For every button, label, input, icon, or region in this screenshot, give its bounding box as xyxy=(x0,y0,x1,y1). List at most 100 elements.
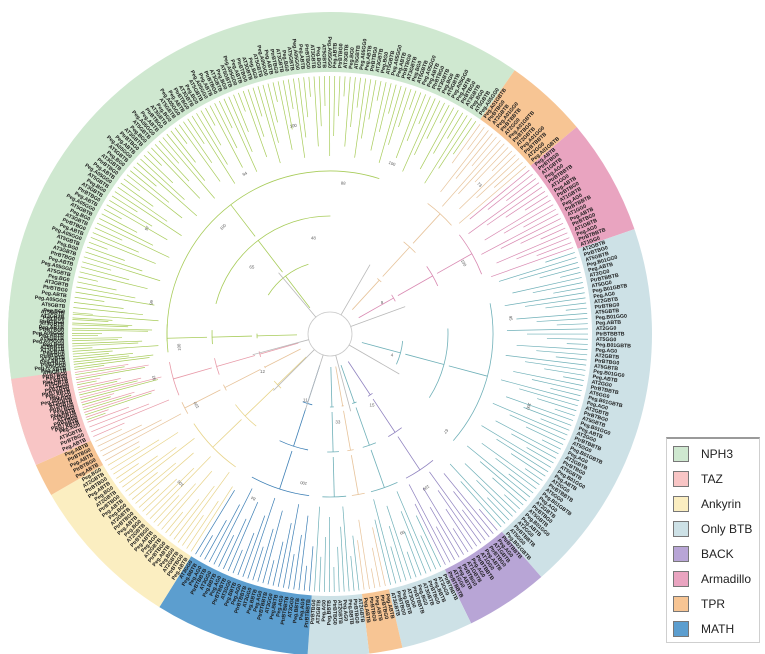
legend-item-only-btb: Only BTB xyxy=(673,516,759,541)
terminal-branch xyxy=(135,452,194,504)
terminal-branch xyxy=(191,115,236,184)
terminal-branch xyxy=(419,107,455,170)
leaf-label: Peg.BBTB xyxy=(269,594,280,620)
backbone-branch xyxy=(252,339,309,356)
leaf-label: Peg.ABTB xyxy=(262,49,274,75)
terminal-branch xyxy=(340,526,345,592)
terminal-branch xyxy=(471,136,497,167)
terminal-branch xyxy=(540,418,570,431)
terminal-branch xyxy=(406,551,417,578)
terminal-branch xyxy=(170,130,196,163)
terminal-branch xyxy=(73,302,124,309)
leaf-label: Peg.ABTB xyxy=(592,374,618,384)
internal-node-label: 15 xyxy=(369,403,375,408)
terminal-branch xyxy=(352,535,360,591)
terminal-branch xyxy=(140,158,185,200)
terminal-branch xyxy=(523,407,572,426)
terminal-branch xyxy=(556,323,588,326)
ring-sector-only-btb xyxy=(501,229,652,578)
terminal-branch xyxy=(277,522,292,587)
internal-arc xyxy=(426,266,439,287)
leaf-label: AT2GG0 xyxy=(596,326,617,332)
terminal-branch xyxy=(93,422,125,437)
leaf-label: AT5GBTB xyxy=(354,45,362,70)
leaf-label: AT3GG0 xyxy=(48,382,69,392)
internal-node-label: 12 xyxy=(260,369,266,374)
legend-label-only-btb: Only BTB xyxy=(701,521,753,536)
terminal-branch xyxy=(72,353,109,358)
internal-branch xyxy=(335,366,344,406)
terminal-branch xyxy=(324,536,326,592)
internal-arc xyxy=(251,476,310,497)
terminal-branch xyxy=(282,80,293,130)
terminal-branch xyxy=(378,83,392,133)
terminal-branch xyxy=(287,79,294,110)
leaf-label: AT3GG0 xyxy=(264,593,274,614)
internal-branch xyxy=(412,213,441,244)
internal-branch xyxy=(277,356,307,385)
terminal-branch xyxy=(76,286,136,299)
terminal-branch xyxy=(524,361,586,371)
terminal-branch xyxy=(442,140,501,207)
terminal-branch xyxy=(550,387,581,397)
leaf-label: PtrBTBG0 xyxy=(351,599,359,624)
leaf-label: PtrBTBBTB xyxy=(280,596,291,625)
terminal-branch xyxy=(223,518,247,570)
terminal-branch xyxy=(468,182,540,234)
terminal-branch xyxy=(78,377,142,394)
terminal-branch xyxy=(83,256,161,282)
terminal-branch xyxy=(313,76,319,147)
leaf-label: PtrBTBG0 xyxy=(367,596,377,622)
terminal-branch xyxy=(72,340,143,345)
terminal-branch xyxy=(462,509,486,541)
terminal-branch xyxy=(169,499,200,537)
terminal-branch xyxy=(395,92,422,159)
terminal-branch xyxy=(370,82,387,151)
internal-branch xyxy=(285,275,311,309)
leaf-label: Peg.BG0 xyxy=(53,405,76,417)
terminal-branch xyxy=(512,277,582,294)
terminal-branch xyxy=(376,81,382,101)
legend-label-math: MATH xyxy=(701,621,735,636)
terminal-branch xyxy=(481,442,540,486)
terminal-branch xyxy=(440,130,489,193)
terminal-branch xyxy=(458,143,505,195)
terminal-branch xyxy=(513,371,583,386)
leaf-label: Peg.BG0 xyxy=(43,315,65,322)
terminal-branch xyxy=(487,497,510,521)
legend-swatch-armadillo xyxy=(673,570,689,587)
legend-label-taz: TAZ xyxy=(701,471,723,486)
ring-sector-math xyxy=(159,556,312,654)
leaf-label: PtrBTBG0 xyxy=(594,358,619,366)
terminal-branch xyxy=(85,409,109,418)
terminal-branch xyxy=(85,251,143,272)
terminal-branch xyxy=(505,355,587,366)
terminal-branch xyxy=(151,147,201,199)
terminal-branch xyxy=(435,526,455,561)
terminal-branch xyxy=(531,379,582,392)
terminal-branch xyxy=(498,257,577,282)
terminal-branch xyxy=(524,468,543,481)
terminal-branch xyxy=(415,515,442,568)
leaf-label: Peg.A05GG0 xyxy=(34,363,66,373)
terminal-branch xyxy=(110,439,160,471)
support-value: 100 xyxy=(289,123,297,129)
terminal-branch xyxy=(493,162,523,188)
terminal-branch xyxy=(74,364,129,373)
ring-sector-only-btb xyxy=(307,594,370,654)
leaf-label: Peg.B01GBTB xyxy=(592,283,628,295)
terminal-branch xyxy=(402,98,436,172)
terminal-branch xyxy=(506,396,574,421)
support-value: 100 xyxy=(176,343,182,351)
terminal-branch xyxy=(309,546,314,592)
terminal-branch xyxy=(77,378,121,388)
terminal-branch xyxy=(81,393,115,403)
terminal-branch xyxy=(204,519,227,560)
terminal-branch xyxy=(469,169,530,220)
terminal-branch xyxy=(408,484,451,563)
terminal-branch xyxy=(218,534,235,567)
terminal-branch xyxy=(74,365,105,370)
backbone-branch xyxy=(350,306,406,327)
terminal-branch xyxy=(537,398,577,412)
leaf-label: Peg.ABTB xyxy=(596,320,622,327)
